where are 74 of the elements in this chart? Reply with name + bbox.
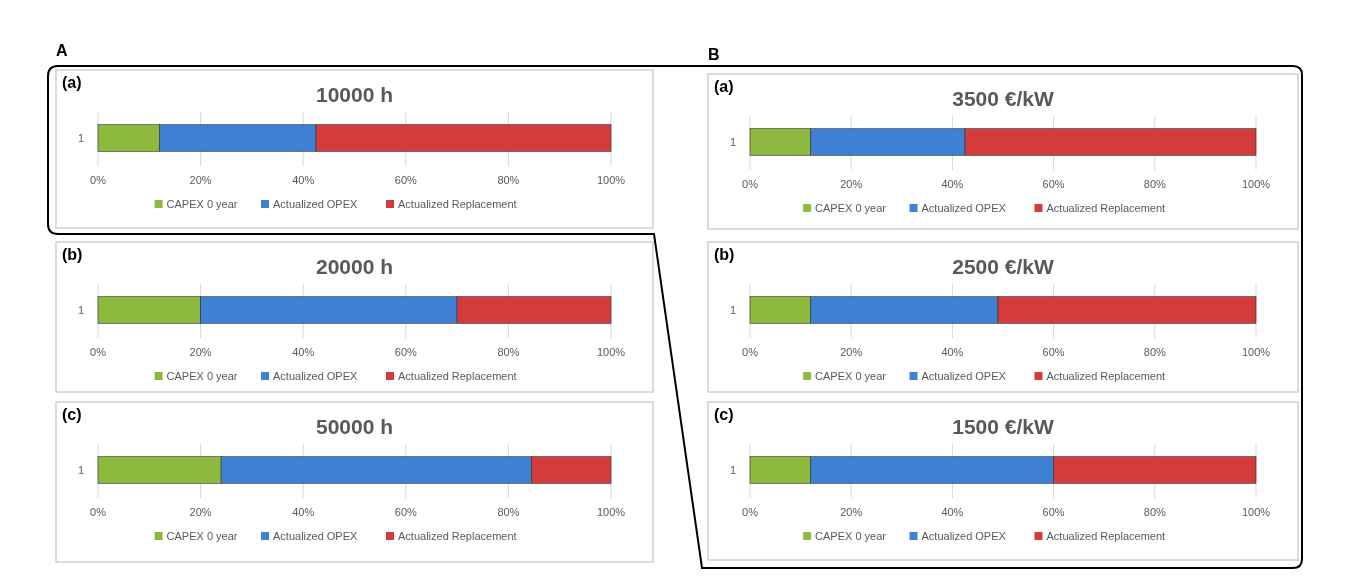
legend-label: CAPEX 0 year bbox=[166, 530, 238, 542]
x-tick-label: 80% bbox=[1143, 178, 1167, 190]
x-tick-label: 0% bbox=[90, 346, 107, 358]
x-tick-label: 60% bbox=[394, 346, 418, 358]
x-tick-label: 40% bbox=[941, 346, 964, 358]
x-tick-label: 20% bbox=[189, 174, 212, 186]
chart-title: 10000 h bbox=[315, 83, 394, 106]
x-tick-label: 0% bbox=[90, 506, 107, 518]
x-tick-label: 20% bbox=[189, 346, 212, 358]
chart-title: 2500 €/kW bbox=[952, 255, 1054, 278]
y-tick-label: 1 bbox=[729, 464, 736, 476]
x-tick-label: 40% bbox=[292, 506, 315, 518]
legend-label: CAPEX 0 year bbox=[166, 198, 238, 210]
x-tick-label: 40% bbox=[941, 178, 964, 190]
y-tick-label: 1 bbox=[77, 304, 84, 316]
legend-label: Actualized OPEX bbox=[921, 202, 1007, 214]
text: (b) bbox=[714, 246, 735, 263]
x-tick-label: 60% bbox=[1042, 346, 1065, 358]
y-tick-label: 1 bbox=[77, 132, 84, 144]
x-tick-label: 100% bbox=[596, 346, 626, 358]
legend-label: CAPEX 0 year bbox=[815, 202, 887, 214]
x-tick-label: 80% bbox=[497, 346, 520, 358]
chart-title: 20000 h bbox=[315, 255, 394, 278]
x-tick-label: 20% bbox=[840, 178, 863, 190]
x-tick-label: 0% bbox=[90, 174, 107, 186]
x-tick-label: 20% bbox=[840, 346, 863, 358]
chart-title: 50000 h bbox=[315, 415, 394, 438]
text: A bbox=[56, 42, 68, 59]
legend-label: Actualized Replacement bbox=[1046, 530, 1166, 542]
legend-label: Actualized Replacement bbox=[1046, 370, 1166, 382]
x-tick-label: 0% bbox=[742, 346, 759, 358]
x-tick-label: 60% bbox=[1042, 506, 1065, 518]
chart-title: 3500 €/kW bbox=[952, 87, 1054, 110]
x-tick-label: 60% bbox=[394, 174, 418, 186]
x-tick-label: 100% bbox=[1241, 178, 1271, 190]
legend-label: CAPEX 0 year bbox=[815, 530, 887, 542]
x-tick-label: 100% bbox=[1241, 346, 1271, 358]
x-tick-label: 0% bbox=[742, 178, 759, 190]
legend-label: CAPEX 0 year bbox=[815, 370, 887, 382]
legend-label: Actualized Replacement bbox=[398, 370, 517, 382]
text: (a) bbox=[62, 74, 82, 91]
legend-label: Actualized Replacement bbox=[398, 530, 517, 542]
y-tick-label: 1 bbox=[729, 136, 736, 148]
legend-label: Actualized OPEX bbox=[273, 530, 359, 542]
x-tick-label: 80% bbox=[497, 174, 520, 186]
x-tick-label: 100% bbox=[1241, 506, 1271, 518]
x-tick-label: 80% bbox=[1143, 506, 1167, 518]
x-tick-label: 40% bbox=[941, 506, 964, 518]
legend-label: CAPEX 0 year bbox=[166, 370, 238, 382]
legend-label: Actualized OPEX bbox=[273, 370, 359, 382]
x-tick-label: 0% bbox=[742, 506, 759, 518]
x-tick-label: 20% bbox=[189, 506, 212, 518]
legend-label: Actualized OPEX bbox=[273, 198, 359, 210]
legend-label: Actualized OPEX bbox=[921, 370, 1007, 382]
x-tick-label: 80% bbox=[1143, 346, 1167, 358]
legend-label: Actualized Replacement bbox=[398, 198, 517, 210]
legend-label: Actualized Replacement bbox=[1046, 202, 1166, 214]
x-tick-label: 40% bbox=[292, 346, 315, 358]
text: B bbox=[708, 46, 720, 63]
text: (c) bbox=[62, 406, 82, 423]
x-tick-label: 20% bbox=[840, 506, 863, 518]
x-tick-label: 100% bbox=[596, 506, 626, 518]
text: (a) bbox=[714, 78, 734, 95]
text: (b) bbox=[62, 246, 83, 263]
y-tick-label: 1 bbox=[729, 304, 736, 316]
x-tick-label: 40% bbox=[292, 174, 315, 186]
chart-title: 1500 €/kW bbox=[952, 415, 1054, 438]
y-tick-label: 1 bbox=[77, 464, 84, 476]
legend-label: Actualized OPEX bbox=[921, 530, 1007, 542]
x-tick-label: 60% bbox=[1042, 178, 1065, 190]
x-tick-label: 100% bbox=[596, 174, 626, 186]
text: (c) bbox=[714, 406, 734, 423]
x-tick-label: 80% bbox=[497, 506, 520, 518]
x-tick-label: 60% bbox=[394, 506, 418, 518]
